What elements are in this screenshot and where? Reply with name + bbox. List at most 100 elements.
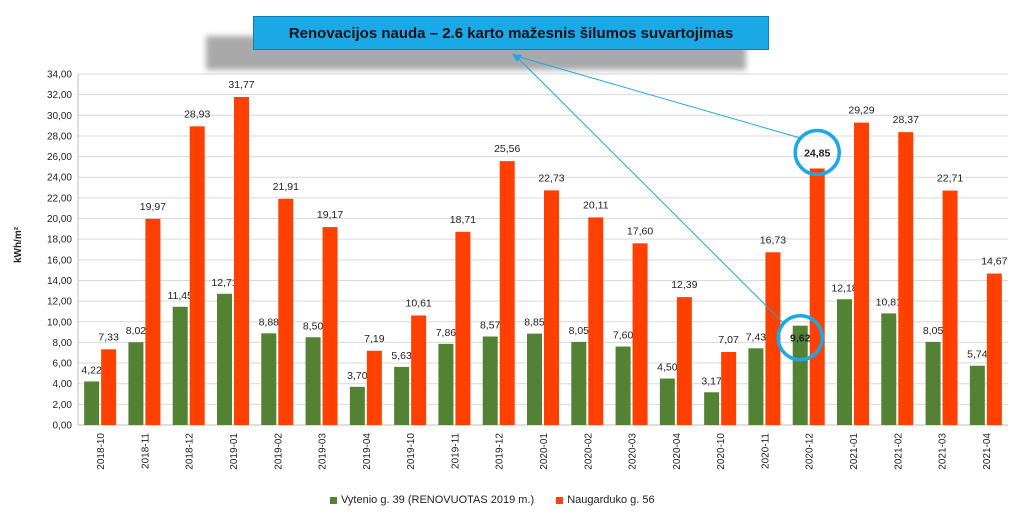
bar-not-renovated-2019-01: [234, 97, 249, 425]
bar-not-renovated-2018-12: [189, 126, 205, 425]
data-label: 7,07: [718, 334, 739, 346]
data-label: 7,19: [364, 333, 385, 345]
data-label: 17,60: [627, 225, 653, 237]
x-tick-label: 2019-04: [362, 433, 373, 470]
grid-lines: [77, 73, 1008, 426]
data-label: 9,62: [790, 333, 811, 345]
bar-not-renovated-2020-10: [721, 352, 737, 425]
y-tick-label: 0,00: [53, 421, 73, 432]
chart-title-banner: Renovacijos nauda – 2.6 karto mažesnis š…: [253, 16, 769, 50]
data-label: 22,71: [937, 173, 963, 185]
bar-renovated-2020-11: [748, 348, 764, 425]
y-tick-label: 20,00: [47, 214, 72, 225]
bar-not-renovated-2020-11: [765, 252, 781, 425]
data-label: 7,86: [436, 327, 457, 339]
y-tick-label: 12,00: [47, 297, 72, 308]
data-label: 8,50: [303, 320, 324, 332]
bar-not-renovated-2021-03: [942, 190, 958, 425]
y-tick-label: 24,00: [47, 173, 72, 184]
data-label: 25,56: [494, 143, 520, 155]
data-label: 11,45: [167, 290, 193, 302]
data-label: 29,29: [848, 105, 874, 117]
data-label: 28,37: [893, 114, 919, 126]
bar-renovated-2018-12: [172, 306, 188, 425]
data-label: 8,05: [569, 325, 590, 337]
y-tick-label: 34,00: [47, 70, 72, 81]
legend-swatch-red: [556, 496, 564, 504]
bar-renovated-2020-04: [659, 378, 675, 425]
bar-renovated-2020-12: [792, 325, 808, 425]
bar-not-renovated-2021-01: [854, 122, 869, 425]
bar-renovated-2018-10: [84, 381, 100, 425]
x-tick-label: 2021-04: [982, 433, 993, 470]
x-tick-label: 2021-03: [938, 433, 949, 470]
data-label: 28,93: [184, 108, 210, 120]
y-tick-label: 4,00: [53, 379, 73, 390]
highlight-circle: [793, 128, 841, 177]
bars: 4,22 7,33 8,02 19,97 11,45 28,93 12,71 31,77 8,8…: [81, 79, 1008, 426]
bar-renovated-2021-01: [837, 299, 852, 425]
y-tick-label: 22,00: [47, 193, 72, 204]
legend: Vytenio g. 39 (RENOVUOTAS 2019 m.) Nauga…: [330, 494, 655, 506]
y-tick-label: 30,00: [47, 111, 72, 122]
bar-renovated-2019-11: [438, 343, 454, 425]
data-label: 4,50: [657, 362, 678, 374]
data-label: 4,22: [81, 364, 102, 376]
bar-not-renovated-2019-11: [455, 231, 471, 425]
x-tick-label: 2020-10: [716, 433, 727, 470]
y-tick-label: 18,00: [47, 235, 72, 246]
data-label: 21,91: [273, 181, 299, 193]
bar-renovated-2019-01: [217, 293, 232, 425]
bar-renovated-2019-10: [394, 366, 410, 425]
data-label: 8,02: [126, 325, 147, 337]
data-label: 31,77: [228, 79, 254, 91]
data-label: 22,73: [538, 172, 564, 184]
y-tick-label: 2,00: [53, 400, 73, 411]
x-tick-label: 2018-11: [140, 433, 151, 469]
x-tick-label: 2019-11: [450, 433, 461, 469]
bar-renovated-2020-10: [704, 392, 720, 425]
y-axis-ticks: 0,00 2,00 4,00 6,00 8,00 10,00 12,00 14,00 16,00…: [47, 70, 72, 432]
legend-label-not-renovated: Naugarduko g. 56: [567, 494, 655, 506]
bar-renovated-2020-03: [615, 346, 631, 425]
legend-item-not-renovated: Naugarduko g. 56: [556, 494, 655, 506]
data-label: 20,11: [583, 199, 609, 211]
legend-item-renovated: Vytenio g. 39 (RENOVUOTAS 2019 m.): [330, 494, 534, 506]
bar-renovated-2019-12: [482, 336, 498, 425]
data-label: 8,88: [259, 316, 280, 328]
bar-renovated-2019-02: [261, 333, 277, 425]
bar-not-renovated-2020-02: [588, 217, 604, 425]
data-label: 24,85: [804, 147, 830, 159]
x-tick-label: 2019-10: [406, 433, 417, 470]
bar-renovated-2018-11: [128, 342, 144, 425]
bar-renovated-2019-03: [305, 337, 321, 425]
bar-not-renovated-2019-03: [322, 227, 338, 425]
bar-not-renovated-2021-04: [986, 273, 1002, 425]
data-label: 8,57: [480, 320, 501, 332]
highlight-circle: [776, 313, 824, 362]
bar-renovated-2020-02: [571, 341, 587, 425]
bar-renovated-2021-03: [925, 341, 941, 425]
x-tick-label: 2021-01: [849, 433, 860, 470]
callout-arrow-head: [512, 54, 522, 62]
x-tick-label: 2019-03: [318, 433, 329, 470]
data-label: 8,85: [524, 317, 545, 329]
x-tick-label: 2019-01: [229, 433, 240, 470]
x-tick-label: 2019-12: [495, 433, 506, 470]
data-label: 10,81: [876, 296, 902, 308]
data-label: 18,71: [450, 214, 476, 226]
bar-not-renovated-2019-10: [411, 315, 427, 425]
y-tick-label: 16,00: [47, 255, 72, 266]
data-label: 3,70: [347, 370, 368, 382]
y-tick-label: 26,00: [47, 152, 72, 163]
data-label: 16,73: [760, 234, 786, 246]
callout-arrows: [512, 54, 801, 324]
data-label: 5,63: [391, 350, 412, 362]
bar-not-renovated-2020-03: [632, 243, 648, 425]
x-tick-label: 2020-04: [672, 433, 683, 470]
y-tick-label: 8,00: [53, 338, 73, 349]
x-tick-label: 2020-02: [583, 433, 594, 470]
bar-renovated-2021-02: [881, 313, 897, 425]
x-tick-label: 2020-12: [805, 433, 816, 470]
